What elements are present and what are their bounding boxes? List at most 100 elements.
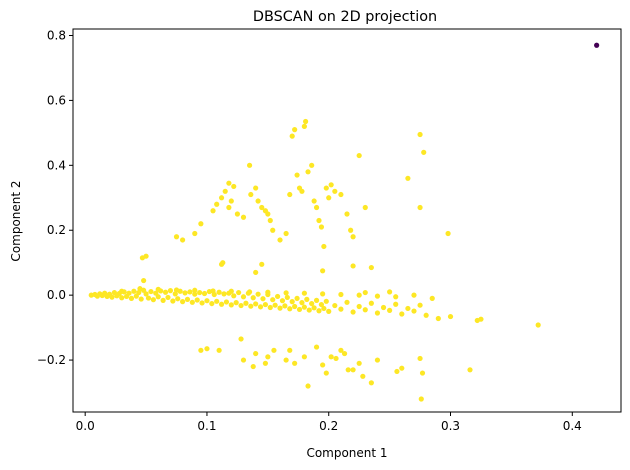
cluster-point-86 (299, 300, 305, 306)
cluster-point-47 (204, 298, 210, 304)
cluster-point-176 (292, 127, 298, 133)
cluster-point-33 (170, 298, 176, 304)
cluster-point-197 (356, 152, 362, 159)
cluster-point-82 (289, 299, 295, 305)
cluster-point-166 (255, 198, 261, 204)
y-tick-label-2: 0.2 (47, 223, 66, 237)
cluster-point-93 (316, 308, 322, 314)
x-axis: 0.0 0.1 0.2 0.3 0.4 (76, 412, 582, 433)
cluster-point-90 (309, 300, 315, 307)
cluster-point-179 (299, 188, 305, 194)
cluster-point-219 (313, 344, 320, 350)
cluster-point-130 (320, 291, 326, 297)
cluster-point-196 (350, 234, 356, 240)
cluster-point-19 (136, 289, 142, 296)
cluster-point-88 (304, 296, 310, 302)
cluster-point-150 (180, 237, 186, 243)
cluster-point-186 (316, 217, 322, 224)
cluster-point-183 (309, 162, 315, 168)
cluster-point-162 (240, 214, 247, 220)
cluster-point-212 (265, 354, 271, 360)
cluster-point-31 (165, 294, 171, 301)
cluster-point-187 (318, 224, 325, 230)
cluster-point-60 (236, 289, 242, 296)
cluster-point-207 (238, 336, 244, 342)
cluster-point-119 (119, 288, 125, 294)
cluster-point-15 (126, 290, 132, 296)
cluster-point-8 (109, 294, 115, 300)
cluster-point-233 (399, 365, 405, 371)
x-tick-label-2: 0.2 (319, 419, 338, 433)
cluster-point-210 (253, 350, 259, 357)
cluster-point-103 (362, 307, 368, 313)
cluster-point-98 (332, 302, 338, 309)
cluster-point-111 (411, 308, 417, 314)
cluster-point-229 (360, 373, 366, 379)
points-layer (88, 42, 600, 402)
cluster-point-35 (175, 296, 181, 302)
cluster-point-62 (240, 294, 247, 300)
cluster-point-170 (267, 217, 273, 224)
cluster-point-42 (192, 291, 198, 297)
cluster-point-49 (209, 300, 215, 307)
x-tick-label-1: 0.1 (197, 419, 216, 433)
cluster-point-41 (189, 299, 195, 305)
cluster-point-109 (399, 311, 405, 317)
cluster-point-112 (417, 302, 423, 308)
cluster-point-143 (220, 260, 226, 266)
cluster-point-198 (362, 204, 368, 211)
cluster-point-89 (306, 307, 312, 313)
cluster-point-20 (138, 296, 144, 302)
cluster-point-108 (393, 301, 399, 307)
cluster-point-68 (255, 291, 261, 297)
cluster-point-85 (296, 306, 303, 313)
cluster-point-214 (283, 357, 289, 363)
cluster-point-227 (350, 367, 356, 373)
cluster-point-52 (216, 289, 222, 295)
cluster-point-192 (332, 188, 338, 194)
cluster-point-120 (137, 286, 143, 292)
cluster-point-39 (184, 296, 191, 302)
cluster-point-101 (350, 309, 356, 315)
cluster-point-43 (194, 297, 200, 303)
cluster-point-80 (284, 294, 290, 301)
cluster-point-226 (345, 367, 351, 373)
cluster-point-145 (350, 263, 356, 269)
cluster-point-92 (313, 297, 320, 303)
cluster-point-185 (313, 204, 320, 211)
cluster-point-46 (201, 290, 208, 297)
cluster-point-65 (248, 303, 254, 309)
cluster-point-38 (182, 290, 188, 296)
cluster-point-78 (279, 298, 286, 304)
cluster-point-95 (321, 305, 327, 312)
cluster-point-71 (262, 301, 269, 308)
cluster-point-29 (160, 297, 166, 303)
cluster-point-141 (143, 253, 149, 259)
cluster-point-209 (250, 363, 256, 370)
cluster-point-151 (192, 230, 198, 237)
cluster-point-161 (234, 211, 240, 217)
cluster-point-32 (167, 288, 174, 294)
cluster-point-184 (311, 198, 317, 204)
cluster-point-70 (260, 296, 266, 302)
cluster-point-27 (155, 294, 161, 300)
cluster-point-94 (318, 301, 325, 308)
cluster-point-75 (272, 302, 278, 308)
cluster-point-190 (326, 195, 332, 201)
cluster-point-126 (246, 289, 253, 295)
cluster-point-204 (198, 347, 204, 353)
cluster-point-201 (421, 149, 427, 155)
cluster-point-57 (228, 302, 234, 308)
cluster-point-30 (162, 289, 169, 295)
x-tick-label-3: 0.3 (441, 419, 460, 433)
cluster-point-216 (292, 360, 298, 366)
cluster-point-165 (253, 185, 259, 191)
cluster-point-193 (338, 191, 344, 198)
cluster-point-125 (228, 288, 234, 294)
cluster-point-228 (356, 360, 362, 366)
cluster-point-191 (328, 182, 334, 188)
cluster-point-135 (411, 292, 417, 298)
cluster-point-129 (301, 290, 307, 296)
cluster-point-139 (141, 277, 147, 284)
cluster-point-158 (231, 183, 237, 190)
